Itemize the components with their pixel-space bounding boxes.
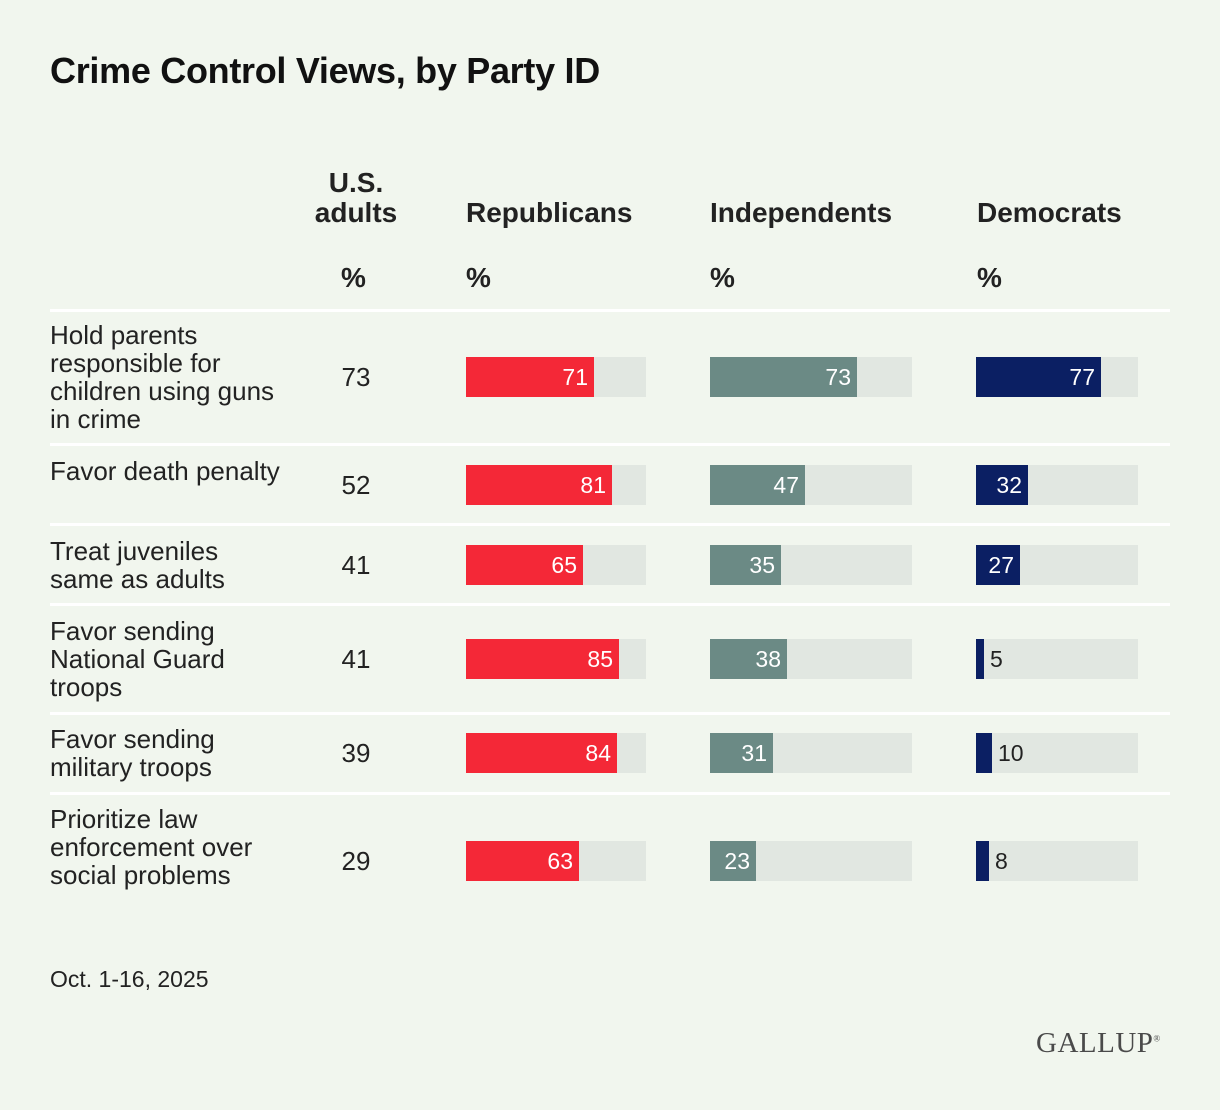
column-header-us-adults: U.S. adults	[296, 168, 416, 228]
independents-bar-track: 35	[710, 545, 912, 585]
independents-bar	[710, 733, 773, 773]
democrats-bar	[976, 841, 989, 881]
republicans-bar	[466, 639, 619, 679]
republicans-bar	[466, 841, 579, 881]
republicans-bar-track: 71	[466, 357, 646, 397]
row-label: Treat juveniles same as adults	[50, 536, 225, 594]
republicans-value-label: 84	[585, 740, 611, 766]
democrats-bar-track: 10	[976, 733, 1138, 773]
republicans-value-label: 81	[580, 472, 606, 498]
column-header-republicans: Republicans	[466, 197, 633, 228]
us-adults-value: 29	[341, 846, 371, 876]
gallup-logo-text: GALLUP	[1036, 1027, 1154, 1059]
row-divider	[50, 792, 1170, 795]
unit-independents: %	[710, 262, 735, 293]
independents-bar	[710, 357, 857, 397]
republicans-bar-track: 85	[466, 639, 646, 679]
row-label: Favor sending National Guard troops	[50, 616, 225, 702]
row-label: Favor sending military troops	[50, 724, 215, 782]
democrats-bar-track: 5	[976, 639, 1138, 679]
republicans-value-label: 63	[547, 848, 573, 874]
us-adults-value: 52	[341, 470, 371, 500]
democrats-value-label: 77	[1069, 364, 1095, 390]
independents-bar-track: 47	[710, 465, 912, 505]
column-header-us-adults-line1: U.S.	[328, 167, 384, 198]
independents-bar	[710, 639, 787, 679]
republicans-bar	[466, 733, 617, 773]
democrats-value-label: 10	[998, 740, 1024, 766]
democrats-bar-track: 32	[976, 465, 1138, 505]
republicans-value-label: 85	[587, 646, 613, 672]
republicans-bar-track: 84	[466, 733, 646, 773]
democrats-value-label: 27	[988, 552, 1014, 578]
column-header-us-adults-line2: adults	[314, 197, 398, 228]
row-divider	[50, 523, 1170, 526]
row-divider	[50, 603, 1170, 606]
independents-bar	[710, 841, 756, 881]
column-header-independents: Independents	[710, 197, 893, 228]
us-adults-value: 73	[341, 362, 371, 392]
unit-us-adults: %	[341, 262, 366, 293]
democrats-bar-track: 77	[976, 357, 1138, 397]
democrats-bar-track: 8	[976, 841, 1138, 881]
republicans-value-label: 71	[562, 364, 588, 390]
republicans-bar	[466, 545, 583, 585]
republicans-bar	[466, 465, 612, 505]
republicans-bar-track: 63	[466, 841, 646, 881]
us-adults-value: 39	[341, 738, 371, 768]
democrats-value-label: 32	[996, 472, 1022, 498]
row-divider	[50, 712, 1170, 715]
independents-bar-track: 23	[710, 841, 912, 881]
row-label: Favor death penalty	[50, 456, 280, 486]
chart-title: Crime Control Views, by Party ID	[50, 50, 600, 91]
column-header-democrats: Democrats	[977, 197, 1122, 228]
row-divider	[50, 443, 1170, 446]
independents-value-label: 47	[773, 472, 799, 498]
us-adults-value: 41	[341, 644, 371, 674]
independents-value-label: 73	[825, 364, 851, 390]
democrats-bar-track: 27	[976, 545, 1138, 585]
republicans-bar	[466, 357, 594, 397]
republicans-bar-track: 65	[466, 545, 646, 585]
independents-value-label: 38	[755, 646, 781, 672]
unit-democrats: %	[977, 262, 1002, 293]
democrats-bar	[976, 639, 984, 679]
democrats-bar	[976, 733, 992, 773]
row-label: Hold parents responsible for children us…	[50, 320, 275, 434]
independents-value-label: 31	[741, 740, 767, 766]
independents-bar	[710, 465, 805, 505]
democrats-bar	[976, 465, 1028, 505]
democrats-value-label: 5	[990, 646, 1003, 672]
unit-republicans: %	[466, 262, 491, 293]
gallup-logo: GALLUP®	[1036, 1027, 1161, 1059]
independents-bar-track: 73	[710, 357, 912, 397]
independents-value-label: 23	[724, 848, 750, 874]
republicans-value-label: 65	[551, 552, 577, 578]
democrats-bar	[976, 545, 1020, 585]
democrats-bar	[976, 357, 1101, 397]
survey-date: Oct. 1-16, 2025	[50, 966, 209, 992]
democrats-value-label: 8	[995, 848, 1008, 874]
row-label: Prioritize law enforcement over social p…	[50, 804, 253, 890]
independents-bar	[710, 545, 781, 585]
independents-bar-track: 31	[710, 733, 912, 773]
independents-value-label: 35	[749, 552, 775, 578]
us-adults-value: 41	[341, 550, 371, 580]
independents-bar-track: 38	[710, 639, 912, 679]
row-divider	[50, 309, 1170, 312]
republicans-bar-track: 81	[466, 465, 646, 505]
